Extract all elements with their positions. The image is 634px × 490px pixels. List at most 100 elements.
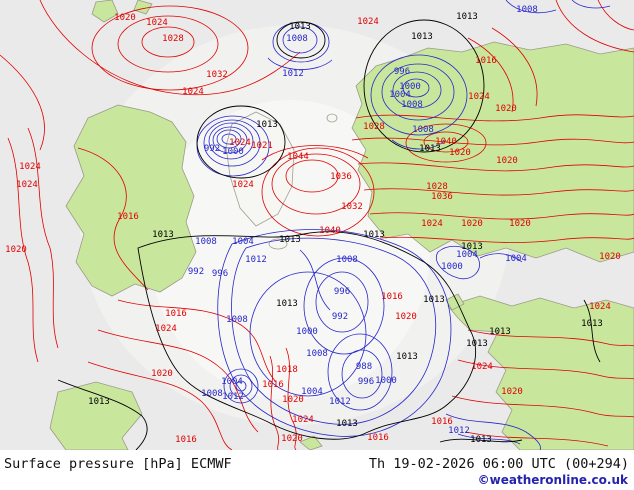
pressure-label: 1013	[581, 319, 603, 329]
contours-low	[196, 0, 611, 450]
pressure-label: 1020	[501, 387, 523, 397]
pressure-label: 1024	[155, 324, 177, 334]
pressure-label: 1008	[195, 237, 217, 247]
pressure-label: 1016	[367, 433, 389, 443]
pressure-label: 996	[358, 377, 374, 387]
pressure-label: 1013	[88, 397, 110, 407]
map-svg: 1020 102410281024103210241016102410201028…	[0, 0, 634, 450]
pressure-label: 1024	[146, 18, 168, 28]
pressure-label: 1036	[330, 172, 352, 182]
pressure-label: 1028	[363, 122, 385, 132]
pressure-label: 996	[334, 287, 350, 297]
pressure-label: 1016	[381, 292, 403, 302]
pressure-label: 1008	[412, 125, 434, 135]
contours-high	[0, 0, 634, 450]
pressure-label: 992	[332, 312, 348, 322]
pressure-label: 1012	[329, 397, 351, 407]
pressure-label: 1013	[336, 419, 358, 429]
pressure-label: 1024	[471, 362, 493, 372]
pressure-label: 1008	[201, 389, 223, 399]
pressure-label: 1028	[426, 182, 448, 192]
pressure-label: 1013	[363, 230, 385, 240]
land-layer	[49, 0, 634, 450]
pressure-map: 1020 1024 1028 1024 1032 1024 1016 1024 1020 1028…	[0, 0, 634, 450]
pressure-label: 1020	[599, 252, 621, 262]
pressure-label: 1016	[165, 309, 187, 319]
pressure-label: 1020	[5, 245, 27, 255]
pressure-label: 1020	[395, 312, 417, 322]
pressure-label: 1024	[232, 180, 254, 190]
pressure-label: 1013	[279, 235, 301, 245]
pressure-label: 1008	[226, 315, 248, 325]
pressure-label: 1008	[306, 349, 328, 359]
pressure-label: 1032	[341, 202, 363, 212]
pressure-label: 1000	[296, 327, 318, 337]
pressure-label: 1013	[289, 22, 311, 32]
pressure-label: 996	[394, 67, 410, 77]
pressure-label: 1008	[336, 255, 358, 265]
pressure-label: 1013	[466, 339, 488, 349]
pressure-label: 992	[204, 144, 220, 154]
pressure-label: 1024	[357, 17, 379, 27]
pressure-label: 1013	[489, 327, 511, 337]
pressure-label: 1020	[449, 148, 471, 158]
pressure-label: 1004	[456, 250, 478, 260]
pressure-label: 1013	[411, 32, 433, 42]
pressure-label: 1004	[301, 387, 323, 397]
contours-standard	[57, 19, 601, 450]
pressure-label: 1036	[431, 192, 453, 202]
pressure-label: 1013	[276, 299, 298, 309]
pressure-label: 988	[356, 362, 372, 372]
pressure-label: 1020	[509, 219, 531, 229]
pressure-label: 1016	[262, 380, 284, 390]
pressure-label: 1020	[495, 104, 517, 114]
pressure-label: 1016	[175, 435, 197, 445]
pressure-label: 1012	[282, 69, 304, 79]
pressure-label: 1000	[441, 262, 463, 272]
map-title: Surface pressure [hPa] ECMWF	[4, 456, 232, 472]
pressure-label: 1012	[245, 255, 267, 265]
pressure-label: 1040	[319, 226, 341, 236]
pressure-label: 1024	[19, 162, 41, 172]
pressure-label: 1013	[396, 352, 418, 362]
pressure-label: 1013	[461, 242, 483, 252]
pressure-label: 1021	[251, 141, 273, 151]
pressure-label: 1013	[456, 12, 478, 22]
pressure-label: 1013	[256, 120, 278, 130]
pressure-label: 1000	[222, 147, 244, 157]
pressure-label: 1000	[375, 376, 397, 386]
pressure-label: 1020	[496, 156, 518, 166]
pressure-label: 1032	[206, 70, 228, 80]
pressure-label: 1012	[448, 426, 470, 436]
pressure-label: 1013	[419, 144, 441, 154]
pressure-label: 1013	[423, 295, 445, 305]
pressure-label: 1013	[152, 230, 174, 240]
pressure-label: 1004	[221, 377, 243, 387]
pressure-label: 1024	[292, 415, 314, 425]
pressure-label: 1016	[431, 417, 453, 427]
pressure-label: 1016	[117, 212, 139, 222]
pressure-label: 1024	[229, 138, 251, 148]
pressure-label: 1024	[421, 219, 443, 229]
pressure-label: 1004	[505, 254, 527, 264]
pressure-label: 1000	[399, 82, 421, 92]
pressure-label: 1020	[281, 434, 303, 444]
map-timestamp: Th 19-02-2026 06:00 UTC (00+294)	[368, 456, 629, 472]
pressure-label: 1024	[182, 87, 204, 97]
pressure-label: 1018	[276, 365, 298, 375]
pressure-label: 1020	[282, 395, 304, 405]
pressure-label: 1012	[222, 392, 244, 402]
pressure-label: 1024	[16, 180, 38, 190]
pressure-label: 1008	[401, 100, 423, 110]
pressure-label: 1004	[389, 90, 411, 100]
pressure-label: 1024	[468, 92, 490, 102]
pressure-label: 1020	[461, 219, 483, 229]
pressure-label: 1013	[470, 435, 492, 445]
pressure-label: 1020	[114, 13, 136, 23]
pressure-label: 992	[188, 267, 204, 277]
pressure-label: 1044	[287, 152, 309, 162]
pressure-label: 1024	[589, 302, 611, 312]
pressure-label: 1004	[232, 237, 254, 247]
status-bar: Surface pressure [hPa] ECMWF Th 19-02-20…	[0, 450, 634, 490]
pressure-label: 1040	[435, 137, 457, 147]
